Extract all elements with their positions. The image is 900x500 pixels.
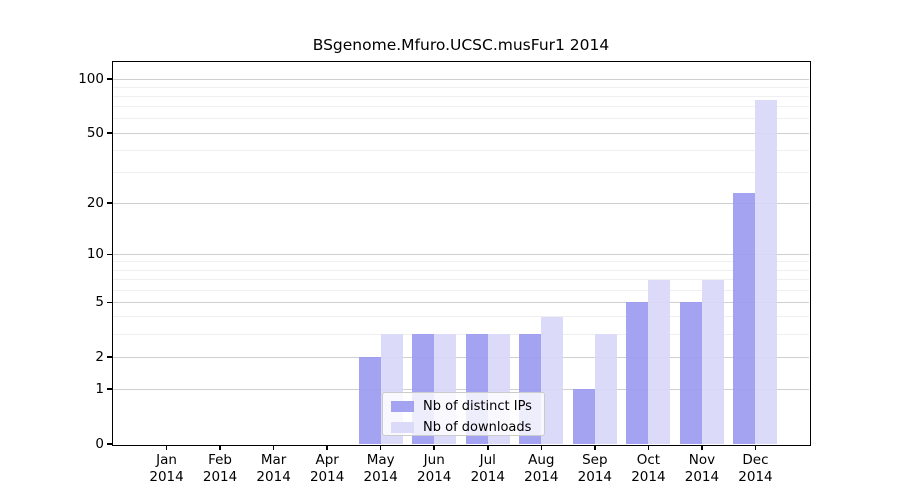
x-axis-tick-label: May 2014 [363, 452, 398, 485]
y-axis-tick [107, 253, 112, 256]
legend-item: Nb of distinct IPs [391, 398, 544, 415]
y-axis-tick [107, 202, 112, 204]
x-axis-tick-label: Dec 2014 [738, 452, 773, 485]
bar-distinct-ips-may [358, 357, 381, 444]
minor-gridline [113, 279, 809, 281]
major-gridline [113, 202, 809, 204]
y-axis-tick-label: 1 [95, 381, 104, 398]
x-axis-tick [647, 445, 650, 450]
x-axis-tick-label: Feb 2014 [202, 452, 238, 485]
y-axis-tick [107, 301, 112, 304]
y-axis-tick [107, 78, 112, 80]
legend-swatch [391, 401, 414, 412]
minor-gridline [113, 95, 809, 97]
chart-title: BSgenome.Mfuro.UCSC.musFur1 2014 [312, 36, 610, 54]
bar-downloads-sep [594, 334, 617, 444]
x-axis-tick [594, 445, 596, 450]
x-axis-tick-label: Mar 2014 [256, 452, 291, 485]
x-axis-tick-label: Aug 2014 [524, 452, 559, 485]
major-gridline [113, 253, 809, 255]
y-axis-tick-label: 50 [86, 125, 104, 142]
minor-gridline [113, 269, 809, 271]
x-axis-tick [272, 445, 275, 450]
y-axis-tick-label: 100 [78, 71, 104, 87]
x-axis-tick-label: Apr 2014 [309, 452, 345, 485]
bar-downloads-oct [648, 279, 671, 444]
x-axis-tick [487, 445, 489, 450]
legend-swatch [391, 422, 414, 433]
minor-gridline [113, 171, 809, 173]
major-gridline [113, 132, 809, 134]
minor-gridline [113, 261, 809, 263]
x-axis-tick [540, 445, 543, 450]
bar-distinct-ips-oct [626, 302, 649, 444]
x-axis-tick-label: Jan 2014 [149, 452, 184, 485]
major-gridline [113, 388, 809, 390]
legend-label: Nb of downloads [423, 420, 532, 435]
legend-rows: Nb of distinct IPs Nb of downloads [391, 398, 544, 436]
bar-downloads-nov [701, 279, 724, 444]
y-axis-tick [107, 388, 112, 390]
y-axis-tick [107, 356, 112, 358]
minor-gridline [113, 106, 809, 108]
major-gridline [113, 301, 809, 303]
major-gridline [113, 356, 809, 358]
bar-distinct-ips-sep [572, 389, 595, 444]
bar-distinct-ips-dec [733, 192, 756, 444]
plot-frame [111, 60, 811, 446]
bar-downloads-dec [755, 100, 778, 444]
x-axis-tick [326, 445, 328, 450]
minor-gridline [113, 118, 809, 120]
x-axis-tick [379, 445, 382, 450]
legend: Nb of distinct IPs Nb of downloads [382, 392, 545, 436]
x-axis-tick-label: Sep 2014 [577, 452, 613, 485]
x-axis-tick-label: Jun 2014 [417, 452, 452, 485]
x-axis-tick-label: Oct 2014 [631, 452, 666, 485]
x-axis-tick [754, 445, 757, 450]
bar-distinct-ips-nov [679, 302, 702, 444]
x-axis-tick [219, 445, 221, 450]
minor-gridline [113, 333, 809, 335]
minor-gridline [113, 289, 809, 291]
x-axis-tick-label: Jul 2014 [470, 452, 505, 485]
x-axis-tick [433, 445, 435, 450]
y-axis-tick-label: 20 [86, 195, 104, 212]
y-axis-tick [107, 443, 112, 445]
legend-label: Nb of distinct IPs [423, 399, 532, 414]
minor-gridline [113, 86, 809, 88]
minor-gridline [113, 149, 809, 151]
y-axis-tick-label: 0 [95, 436, 104, 452]
x-axis-tick [165, 445, 168, 450]
legend-item: Nb of downloads [391, 419, 544, 436]
x-axis-tick [701, 445, 703, 450]
y-axis-tick-label: 10 [86, 246, 104, 263]
minor-gridline [113, 316, 809, 318]
y-axis-tick-label: 5 [95, 294, 104, 311]
x-axis-tick-label: Nov 2014 [684, 452, 720, 485]
y-axis-tick-label: 2 [95, 349, 104, 366]
major-gridline [113, 78, 809, 80]
y-axis-tick [107, 132, 112, 134]
